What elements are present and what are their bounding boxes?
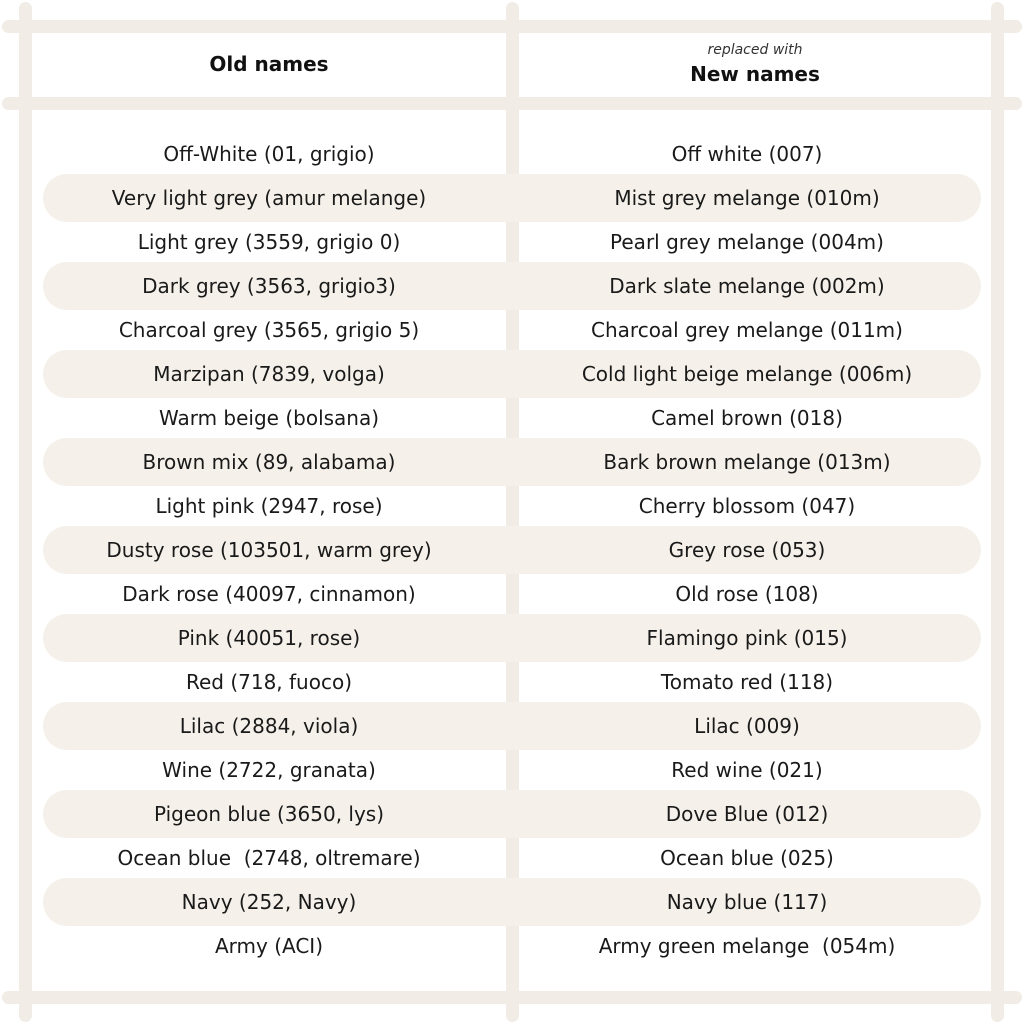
old-name-cell: Wine (2722, granata) — [162, 758, 376, 782]
old-name-cell: Pink (40051, rose) — [177, 626, 361, 650]
new-name-cell: Grey rose (053) — [668, 538, 826, 562]
old-name-cell: Light pink (2947, rose) — [155, 494, 383, 518]
new-name-cell: Camel brown (018) — [651, 406, 843, 430]
new-name-cell: Dove Blue (012) — [665, 802, 829, 826]
new-name-cell: Old rose (108) — [675, 582, 819, 606]
new-name-cell: Ocean blue (025) — [660, 846, 834, 870]
old-name-cell: Pigeon blue (3650, lys) — [153, 802, 385, 826]
old-name-cell: Lilac (2884, viola) — [179, 714, 359, 738]
old-name-cell: Marzipan (7839, volga) — [153, 362, 385, 386]
new-name-cell: Bark brown melange (013m) — [603, 450, 891, 474]
old-name-cell: Charcoal grey (3565, grigio 5) — [118, 318, 420, 342]
new-name-cell: Lilac (009) — [694, 714, 800, 738]
new-name-cell: Navy blue (117) — [666, 890, 828, 914]
table-row: Charcoal grey (3565, grigio 5) Charcoal g… — [43, 306, 981, 354]
table-row: Pigeon blue (3650, lys) Dove Blue (012) — [43, 790, 981, 838]
table-row: Off-White (01, grigio) Off white (007) — [43, 130, 981, 178]
old-name-cell: Dusty rose (103501, warm grey) — [106, 538, 432, 562]
table-row: Army (ACI) Army green melange (054m) — [43, 922, 981, 970]
table-row: Dark rose (40097, cinnamon) Old rose (108… — [43, 570, 981, 618]
table-row: Brown mix (89, alabama) Bark brown melang… — [43, 438, 981, 486]
new-name-cell: Army green melange (054m) — [598, 934, 896, 958]
table-row: Very light grey (amur melange) Mist grey … — [43, 174, 981, 222]
old-name-cell: Dark rose (40097, cinnamon) — [122, 582, 416, 606]
table-row: Light pink (2947, rose) Cherry blossom (0… — [43, 482, 981, 530]
old-name-cell: Ocean blue (2748, oltremare) — [117, 846, 421, 870]
old-name-cell: Very light grey (amur melange) — [111, 186, 427, 210]
new-name-cell: Charcoal grey melange (011m) — [591, 318, 903, 342]
table-row: Navy (252, Navy) Navy blue (117) — [43, 878, 981, 926]
new-name-cell: Red wine (021) — [671, 758, 823, 782]
new-name-cell: Off white (007) — [671, 142, 823, 166]
new-name-cell: Pearl grey melange (004m) — [610, 230, 884, 254]
old-name-cell: Dark grey (3563, grigio3) — [142, 274, 396, 298]
old-name-cell: Off-White (01, grigio) — [163, 142, 375, 166]
table-row: Light grey (3559, grigio 0) Pearl grey me… — [43, 218, 981, 266]
old-names-title: Old names — [209, 52, 329, 76]
replaced-with-note: replaced with — [707, 42, 803, 58]
new-name-cell: Cold light beige melange (006m) — [581, 362, 913, 386]
new-name-cell: Mist grey melange (010m) — [614, 186, 880, 210]
old-name-cell: Brown mix (89, alabama) — [142, 450, 396, 474]
new-name-cell: Flamingo pink (015) — [646, 626, 848, 650]
old-name-cell: Warm beige (bolsana) — [158, 406, 380, 430]
table-row: Dark grey (3563, grigio3) Dark slate mela… — [43, 262, 981, 310]
table-row: Ocean blue (2748, oltremare) Ocean blue (… — [43, 834, 981, 882]
table-row: Pink (40051, rose) Flamingo pink (015) — [43, 614, 981, 662]
old-name-cell: Army (ACI) — [214, 934, 324, 958]
column-divider-line — [506, 2, 519, 1022]
new-names-title: New names — [690, 62, 820, 86]
table-row: Dusty rose (103501, warm grey) Grey rose … — [43, 526, 981, 574]
table-row: Wine (2722, granata) Red wine (021) — [43, 746, 981, 794]
old-name-cell: Red (718, fuoco) — [185, 670, 353, 694]
new-name-cell: Tomato red (118) — [660, 670, 834, 694]
new-name-cell: Dark slate melange (002m) — [609, 274, 885, 298]
table-row: Warm beige (bolsana) Camel brown (018) — [43, 394, 981, 442]
old-names-header: Old names — [32, 32, 506, 96]
table-row: Red (718, fuoco) Tomato red (118) — [43, 658, 981, 706]
new-name-cell: Cherry blossom (047) — [638, 494, 856, 518]
table-row: Marzipan (7839, volga) Cold light beige m… — [43, 350, 981, 398]
old-name-cell: Navy (252, Navy) — [181, 890, 357, 914]
old-name-cell: Light grey (3559, grigio 0) — [137, 230, 401, 254]
new-names-header: replaced with New names — [520, 32, 990, 96]
table-row: Lilac (2884, viola) Lilac (009) — [43, 702, 981, 750]
frame-right-line — [991, 2, 1004, 1022]
frame-left-line — [19, 2, 32, 1022]
